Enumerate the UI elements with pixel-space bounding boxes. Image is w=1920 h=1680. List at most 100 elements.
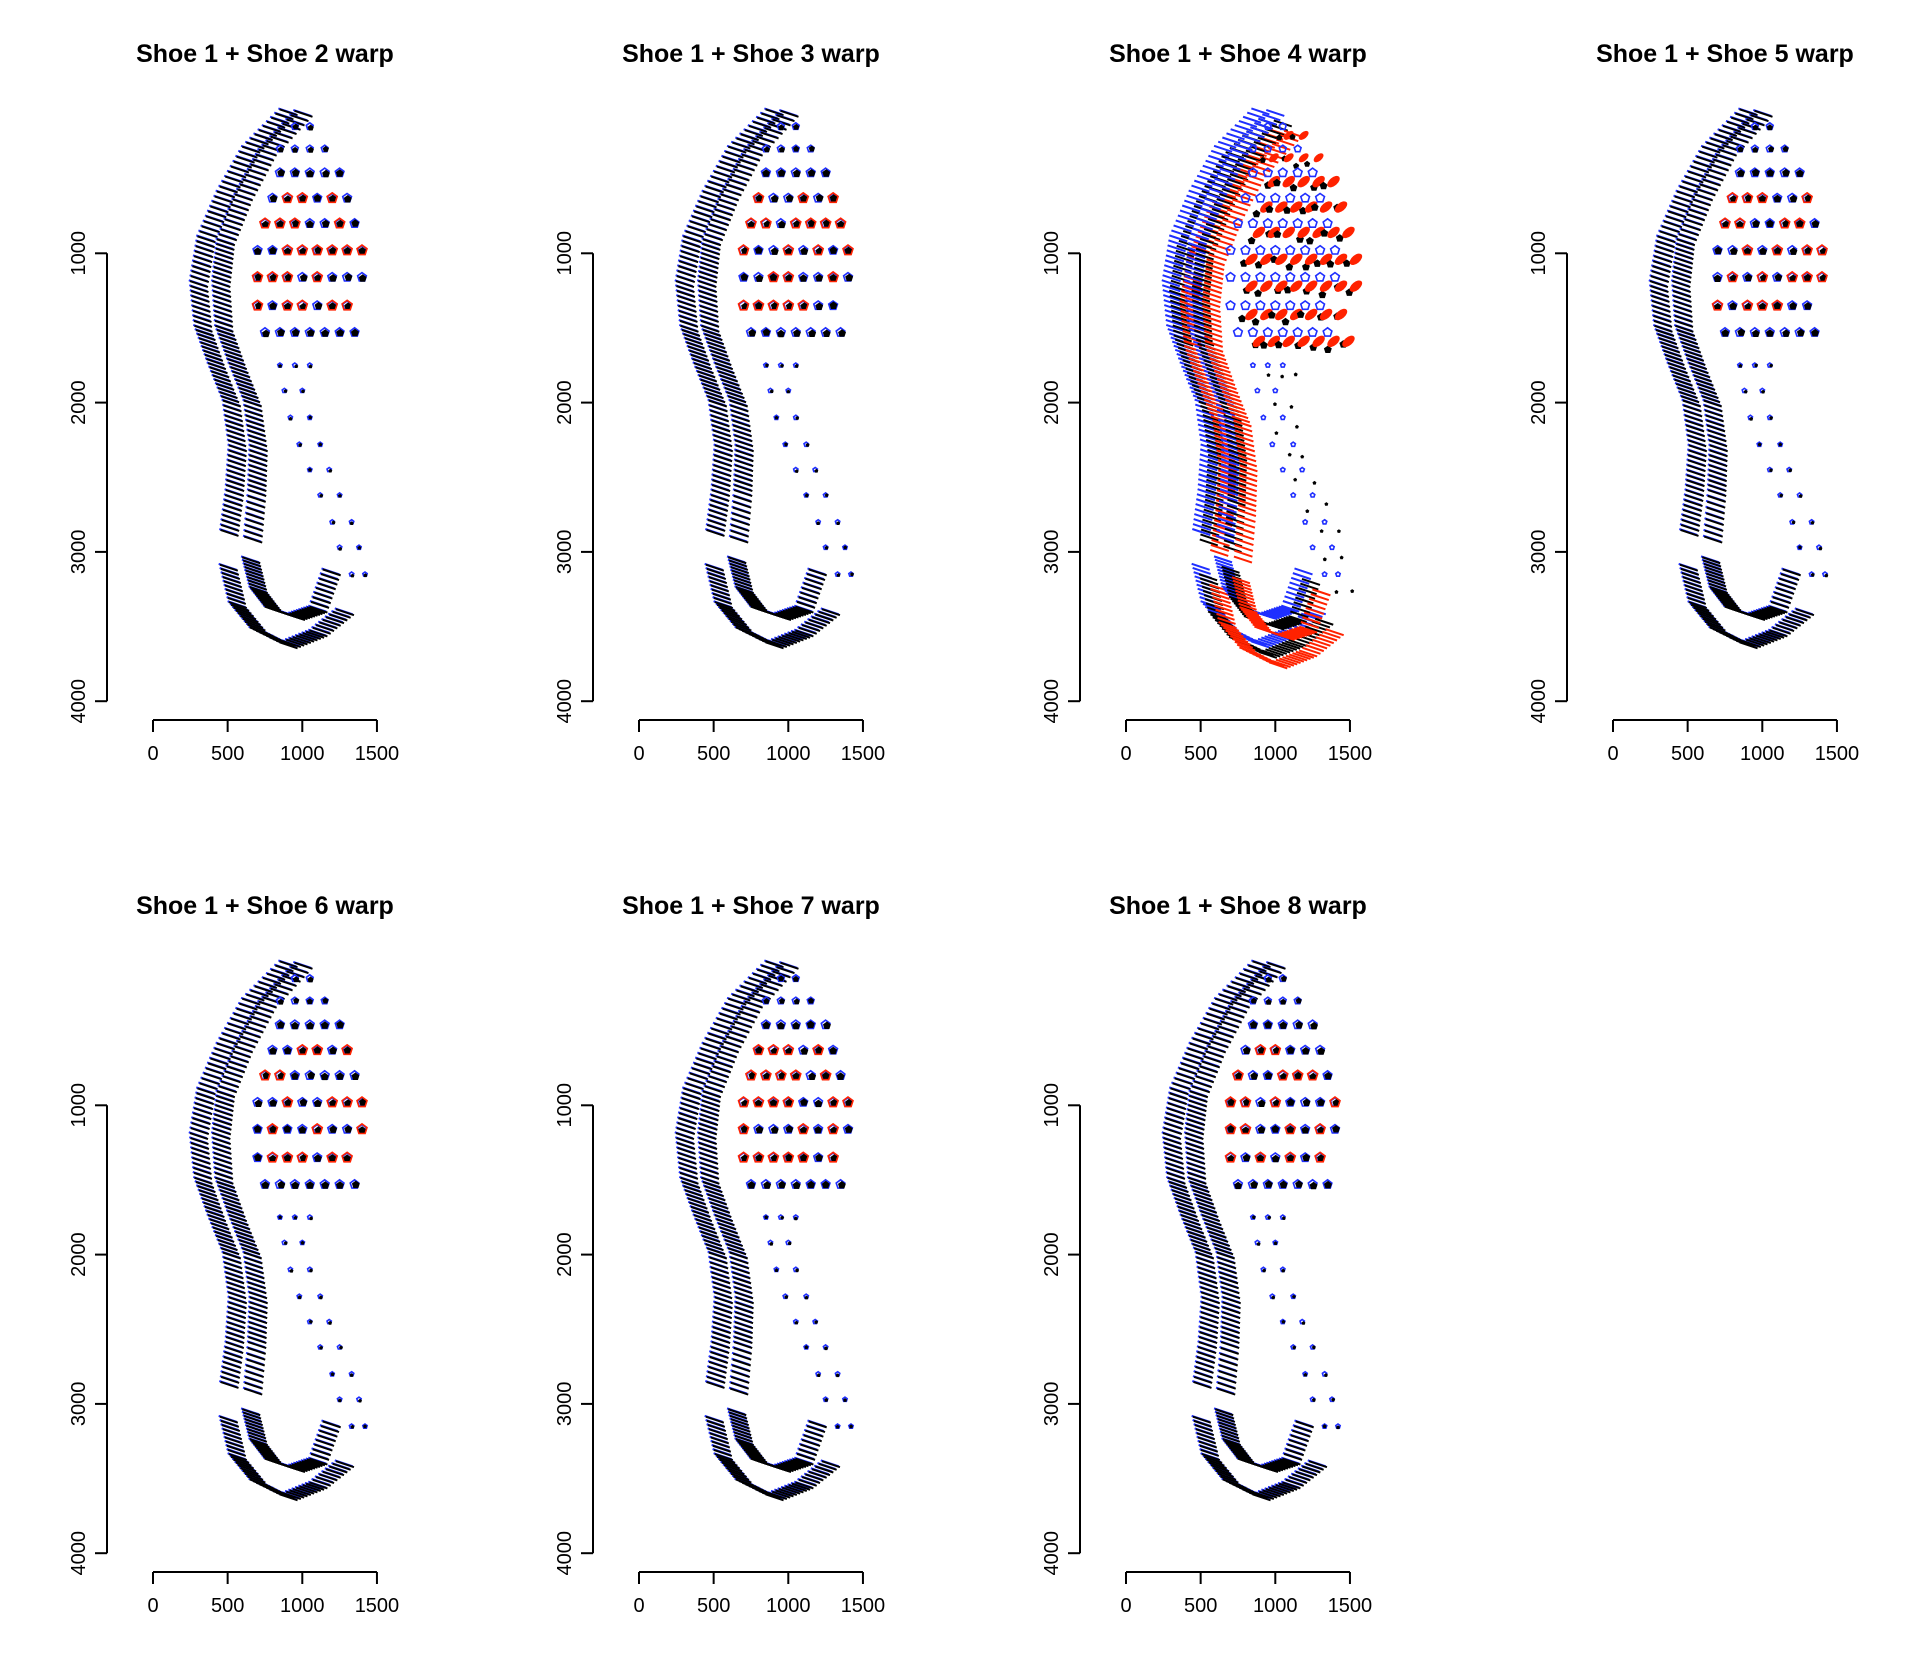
- mismatch-lug: [819, 1069, 832, 1081]
- shoe1-band-mark: [227, 464, 246, 473]
- shoe1-lug: [784, 1295, 789, 1299]
- shoe1-band-mark: [1224, 183, 1243, 192]
- shoe1-band-mark: [1686, 479, 1705, 488]
- warped-band-mark: [1289, 581, 1308, 590]
- shoe1-band-mark: [740, 133, 759, 142]
- shoe1-band-mark: [1686, 358, 1706, 366]
- shoe1-band-mark: [1661, 345, 1681, 354]
- shoe1-band-mark: [1261, 649, 1281, 658]
- shoe1-band-mark: [679, 1107, 699, 1116]
- shoe1-band-mark: [262, 977, 282, 985]
- shoe1-band-mark: [1699, 150, 1718, 159]
- shoe1-lug: [1281, 317, 1290, 326]
- shoe1-band-mark: [1653, 314, 1672, 323]
- shoe1-lug: [309, 1268, 313, 1273]
- shoe1-band-mark: [680, 1102, 700, 1111]
- shoe1-lug: [815, 274, 824, 282]
- mismatch-band-mark: [1238, 474, 1258, 483]
- shoe1-band-mark: [236, 382, 256, 391]
- shoe1-band-mark: [765, 960, 784, 969]
- warped-band-mark: [1190, 232, 1209, 241]
- warped-band-mark: [1168, 239, 1187, 248]
- shoe1-lug: [358, 247, 367, 255]
- shoe1-band-mark: [733, 1020, 753, 1029]
- shoe1-band-mark: [233, 606, 252, 615]
- mismatch-lug: [1319, 253, 1333, 265]
- shoe1-band-mark: [1228, 463, 1247, 472]
- shoe1-band-mark: [1219, 193, 1238, 202]
- shoe1-band-mark: [775, 1464, 794, 1473]
- shoe1-band-mark: [193, 1107, 213, 1116]
- mismatch-band-mark: [1278, 657, 1298, 666]
- warped-lug: [1262, 167, 1274, 178]
- warped-band-mark: [1208, 154, 1227, 163]
- shoe1-band-mark: [220, 528, 239, 537]
- shoe1-band-mark: [1697, 188, 1716, 197]
- shoe1-lug: [338, 546, 343, 551]
- mismatch-lug: [1312, 175, 1325, 188]
- warped-band-mark: [1246, 130, 1265, 139]
- shoe1-band-mark: [207, 210, 227, 219]
- shoe1-band-mark: [246, 1358, 266, 1367]
- shoe1-band-mark: [735, 444, 755, 453]
- shoe1-band-mark: [704, 1185, 723, 1194]
- shoe1-band-mark: [1707, 429, 1727, 438]
- shoe1-band-mark: [702, 242, 721, 251]
- shoe1-band-mark: [225, 353, 245, 362]
- shoe1-band-mark: [790, 1459, 809, 1468]
- shoe1-lug: [1803, 302, 1812, 310]
- shoe1-lug: [351, 328, 359, 337]
- shoe1-band-mark: [294, 1462, 313, 1471]
- shoe1-band-mark: [713, 434, 732, 443]
- mismatch-band-mark: [1300, 620, 1320, 629]
- shoe1-band-mark: [678, 1117, 697, 1126]
- shoe1-band-mark: [722, 1007, 741, 1016]
- shoe1-band-mark: [713, 1448, 733, 1457]
- shoe1-band-mark: [256, 594, 275, 603]
- shoe1-band-mark: [710, 1346, 730, 1355]
- shoe1-band-mark: [1682, 509, 1702, 517]
- shoe1-band-mark: [198, 1189, 218, 1198]
- shoe1-lug: [357, 545, 362, 550]
- warped-band-mark: [1208, 187, 1228, 196]
- shoe1-band-mark: [1669, 366, 1688, 375]
- warped-band-mark: [1165, 254, 1185, 263]
- shoe1-band-mark: [1683, 504, 1703, 512]
- shoe1-band-mark: [233, 374, 253, 383]
- shoe1-band-mark: [795, 1481, 814, 1490]
- shoe1-band-mark: [1201, 1301, 1220, 1310]
- shoe1-lug: [1289, 133, 1296, 140]
- shoe1-lug: [1743, 247, 1752, 255]
- warped-lug: [1269, 300, 1281, 311]
- shoe1-band-mark: [236, 1234, 256, 1243]
- shoe1-band-mark: [205, 215, 225, 224]
- shoe1-band-mark: [240, 1243, 259, 1252]
- shoe1-band-mark: [1686, 469, 1706, 478]
- shoe1-band-mark: [1193, 319, 1212, 328]
- shoe1-band-mark: [1200, 1291, 1220, 1300]
- shoe1-band-mark: [244, 1375, 264, 1384]
- warped-band-mark: [1219, 488, 1239, 497]
- shoe1-band-mark: [1183, 1222, 1203, 1231]
- shoe1-lug: [1324, 502, 1329, 506]
- shoe1-lug: [318, 1295, 323, 1300]
- mismatch-band-mark: [1239, 606, 1258, 615]
- shoe1-band-mark: [686, 341, 705, 350]
- shoe1-band-mark: [1192, 1037, 1211, 1046]
- shoe1-band-mark: [720, 1045, 740, 1054]
- shoe1-lug: [804, 1345, 809, 1349]
- shoe1-lug: [1326, 260, 1335, 268]
- shoe1-band-mark: [248, 1336, 267, 1345]
- shoe1-band-mark: [700, 1171, 720, 1180]
- shoe1-band-mark: [319, 1473, 338, 1482]
- shoe1-band-mark: [222, 1361, 242, 1369]
- shoe1-lug: [800, 247, 809, 255]
- warped-lug: [1254, 387, 1261, 394]
- shoe1-band-mark: [1188, 1099, 1208, 1108]
- shoe1-band-mark: [1742, 640, 1762, 648]
- shoe1-band-mark: [733, 1475, 752, 1484]
- shoe1-band-mark: [1681, 341, 1700, 350]
- shoe1-band-mark: [732, 576, 752, 585]
- shoe1-band-mark: [246, 1428, 266, 1437]
- shoe1-band-mark: [701, 247, 721, 256]
